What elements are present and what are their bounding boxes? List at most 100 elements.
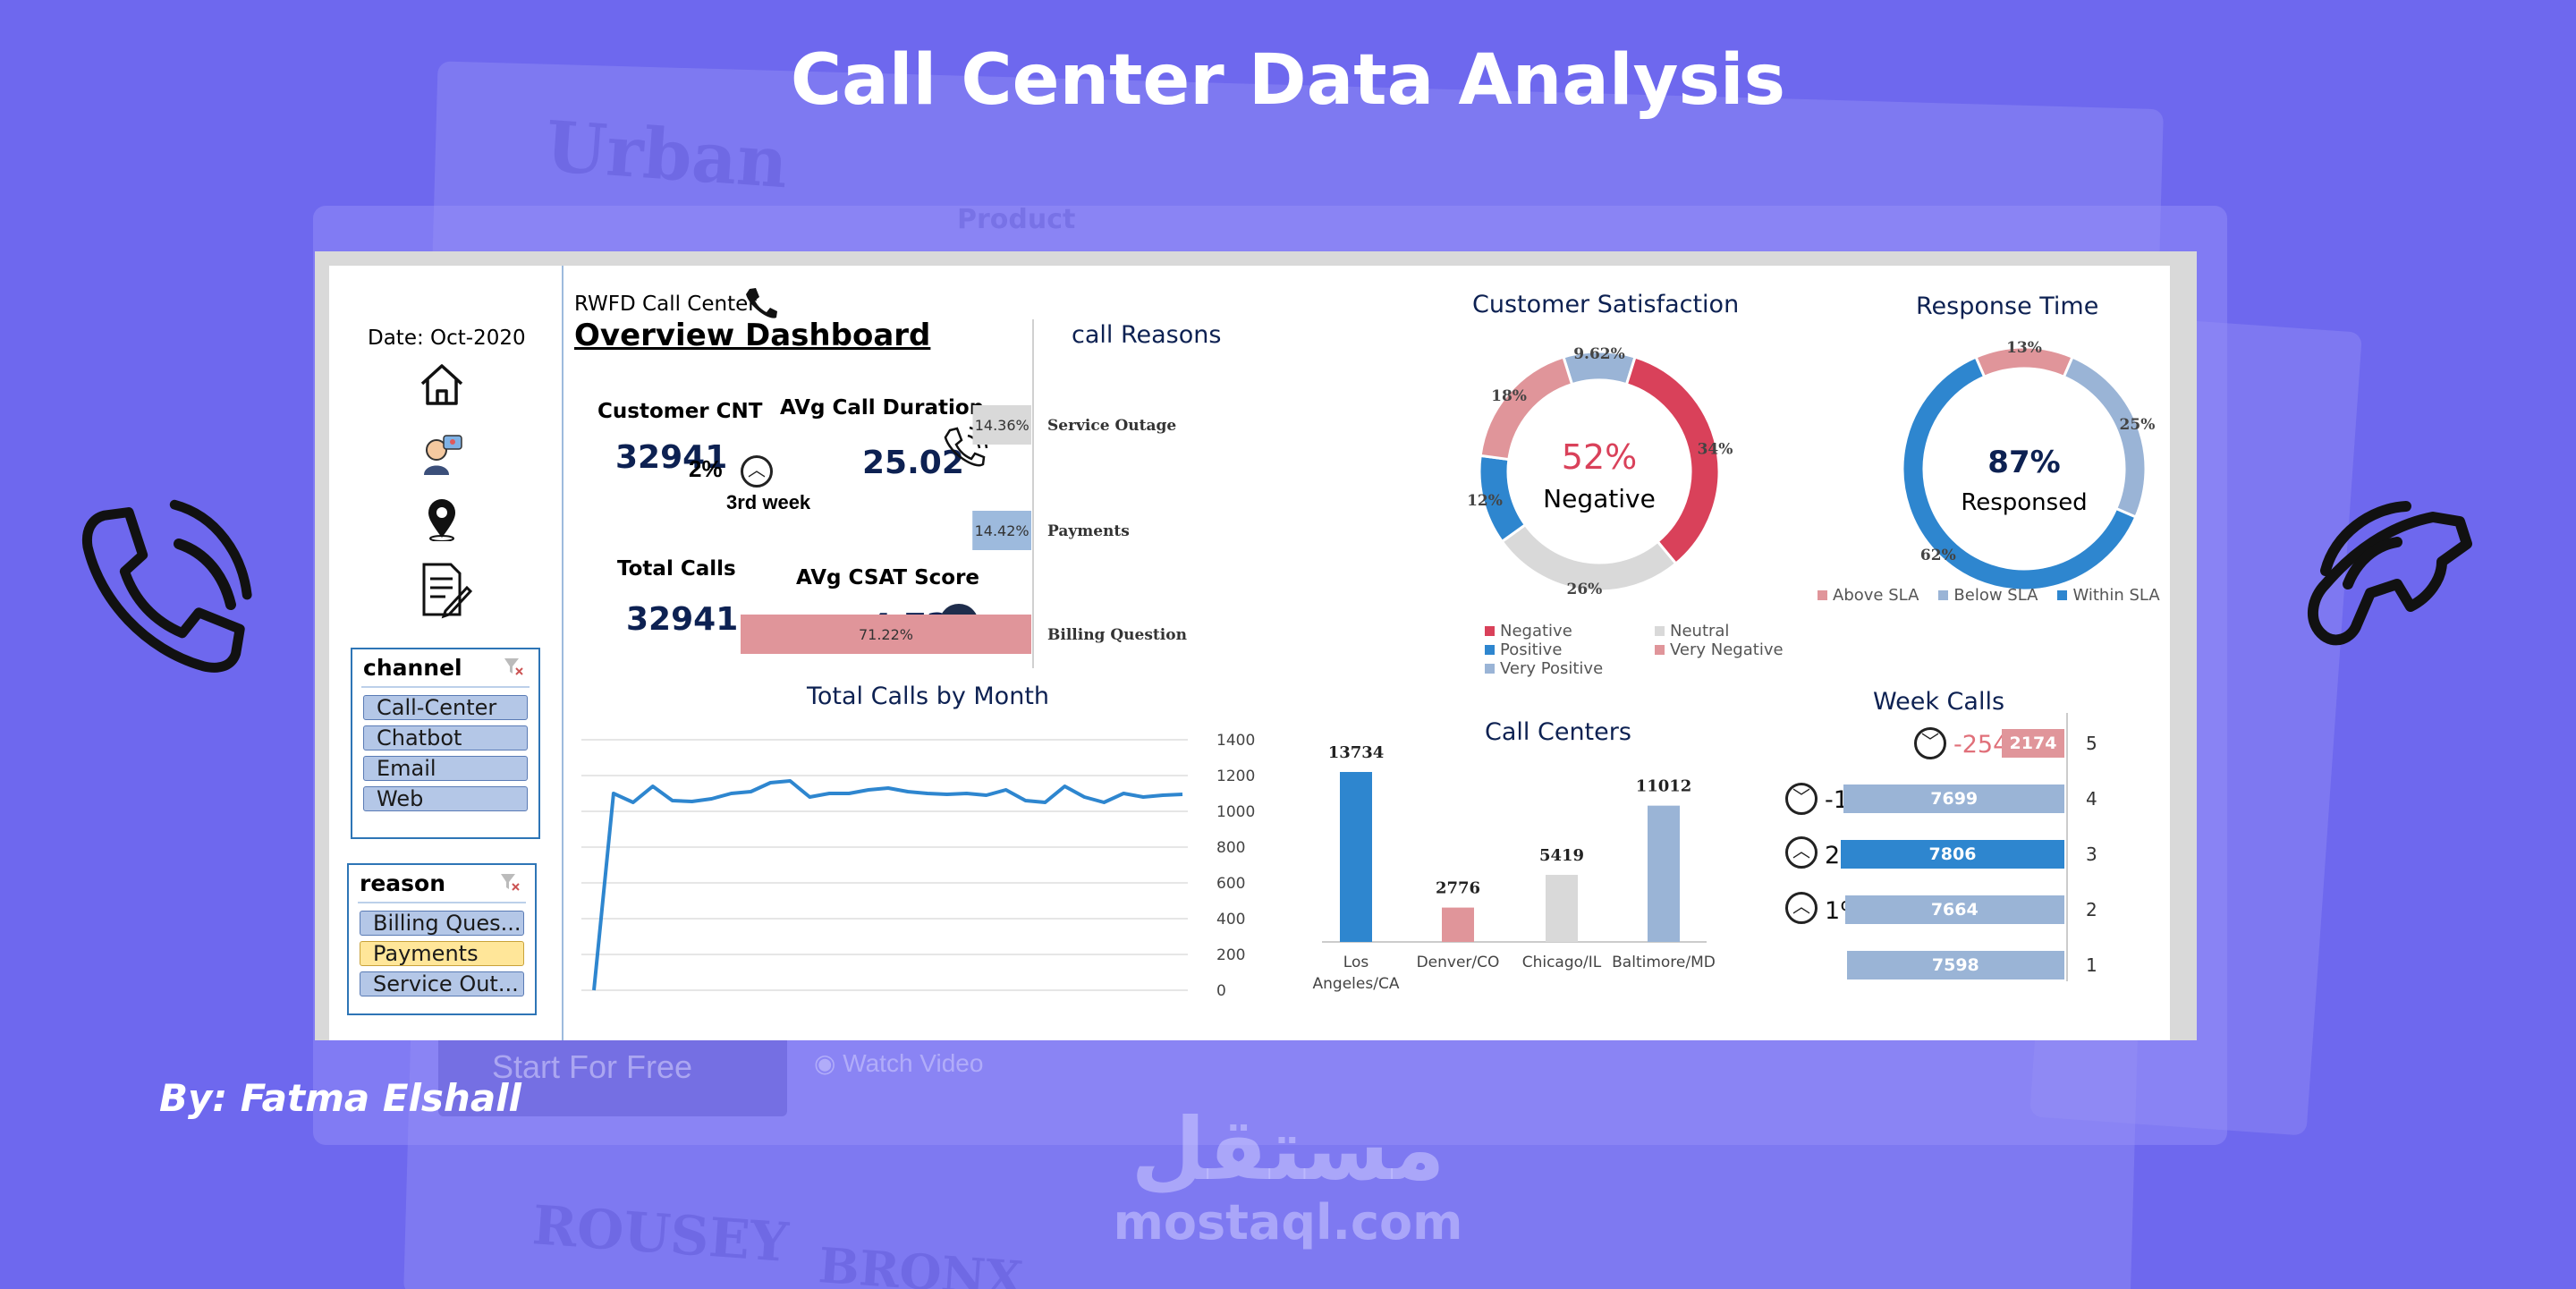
ghost-cta-button: Start For Free [438,1027,787,1116]
dashboard-frame: Date: Oct-2020 channel Call-Center Chatb… [315,251,2197,1040]
reason-slicer[interactable]: reason Billing Ques... Payments Service … [347,863,537,1015]
week-number-label: 4 [2086,788,2097,810]
call-centers-title: Call Centers [1485,718,1631,746]
clear-filter-icon[interactable] [499,872,521,892]
call-centers-chart: 13734 Los Angeles/CA 2776 Denver/CO 5419 Chica… [1313,743,1716,993]
location-pin-icon[interactable] [424,498,460,541]
total-calls-value: 32941 [626,601,739,638]
slicer-item-billing[interactable]: Billing Ques... [360,911,524,936]
donut-slice [1479,355,1574,462]
ghost-product: Product [957,204,1076,235]
call-reasons-chart: 14.36% Service Outage 14.42% Payments 71.22%… [741,319,1187,668]
watermark-arabic: مستقل [1131,1099,1445,1200]
donut-label: 12% [1467,492,1503,510]
reason-bar [972,511,1031,550]
center-value-label: 11012 [1636,777,1692,796]
avg-duration-label: AVg Call Duration [780,396,985,420]
slicer-item-payments[interactable]: Payments [360,941,524,966]
org-name: RWFD Call Center [574,293,757,316]
channel-slicer-title: channel [361,649,530,688]
legend-label: Below SLA [1953,586,2038,605]
satisfaction-center-value: 52% [1561,437,1638,477]
ghost-video-label: Watch Video [843,1049,984,1077]
y-tick-label: 400 [1216,911,1245,929]
agent-icon[interactable] [419,432,465,477]
phone-handset-icon [2307,501,2472,646]
phone-ringing-icon [81,499,252,673]
avg-duration-value: 25.02 [862,445,964,481]
home-icon[interactable] [419,362,465,407]
center-category-label: Angeles/CA [1313,975,1400,993]
center-value-label: 2776 [1436,879,1480,898]
center-bar [1442,907,1474,942]
week-number-label: 2 [2086,899,2097,920]
slicer-item-call-center[interactable]: Call-Center [363,695,528,720]
axis-line [2066,713,2068,981]
week-bar: 7664 [1844,895,2064,924]
reason-bar-label: 14.42% [975,522,1030,539]
slicer-item-email[interactable]: Email [363,756,528,781]
legend-label: Positive [1500,640,1563,659]
response-center-value: 87% [1987,445,2061,480]
y-tick-label: 800 [1216,839,1245,857]
change-value: 2% [689,455,723,482]
arrow-down-icon: ﹀ [1914,727,1946,759]
slicer-item-chatbot[interactable]: Chatbot [363,725,528,751]
week-bar: 7598 [1846,951,2064,979]
y-tick-label: 1200 [1216,767,1255,785]
response-center-label: Responsed [1961,489,2088,516]
reason-category-label: Service Outage [1047,417,1176,435]
donut-label: 18% [1491,387,1527,405]
legend-label: Within SLA [2072,586,2160,605]
customer-satisfaction-title: Customer Satisfaction [1472,291,1740,318]
legend-label: Above SLA [1833,586,1919,605]
legend-label: Very Negative [1670,640,1784,659]
call-reasons-title: call Reasons [1072,321,1222,349]
author-byline: By: Fatma Elshall [159,1076,521,1120]
reason-bar-label: 14.36% [975,417,1030,434]
donut-label: 34% [1698,440,1733,458]
center-category-label: Denver/CO [1417,954,1500,971]
y-tick-label: 1400 [1216,732,1255,750]
y-tick-label: 0 [1216,982,1226,1000]
clear-filter-icon[interactable] [503,657,524,676]
watermark-domain: mostaql.com [1113,1194,1463,1251]
slicer-item-service-outage[interactable]: Service Out... [360,971,524,996]
y-tick-label: 200 [1216,946,1245,964]
arrow-up-icon: ︿ [1785,836,1818,869]
slicer-item-web[interactable]: Web [363,786,528,811]
center-category-label: Chicago/IL [1522,954,1602,971]
reason-bar [972,405,1031,445]
center-value-label: 5419 [1539,846,1584,865]
dashboard-heading: Overview Dashboard [574,318,931,353]
donut-label: 62% [1920,547,1956,564]
channel-slicer[interactable]: channel Call-Center Chatbot Email Web [351,648,540,839]
satisfaction-legend: Negative Neutral Positive Very Negative Ve… [1485,622,1807,678]
donut-label: 9.62% [1573,345,1625,363]
ghost-video-link: ◉ Watch Video [814,1049,984,1077]
series-line [592,779,1183,991]
watermark: مستقل mostaql.com [1100,1105,1476,1251]
week-number-label: 1 [2086,954,2097,976]
report-icon[interactable] [419,561,472,620]
reason-bar [741,615,1031,654]
legend-label: Neutral [1670,622,1730,640]
change-period: 3rd week [726,491,811,513]
customer-cnt-value: 32941 [615,439,728,476]
date-label: Date: Oct-2020 [368,326,526,350]
arrow-up-icon: ︿ [741,455,773,488]
y-tick-label: 600 [1216,875,1245,893]
avg-csat-label: AVg CSAT Score [796,566,980,589]
response-time-donut: 13% 25% 62% [1901,339,2155,592]
week-bar: 7806 [1841,840,2064,869]
week-calls-chart: 2174 5 7699 4 7806 3 7664 2 7598 1 [1841,713,2163,999]
reason-bar-label: 71.22% [859,626,913,643]
week-calls-title: Week Calls [1873,688,2005,716]
nav-divider [562,266,564,1040]
reason-category-label: Billing Question [1047,626,1187,644]
donut-slice [1901,355,2138,592]
week-number-label: 3 [2086,844,2097,865]
monthly-calls-title: Total Calls by Month [807,683,1050,710]
y-tick-label: 1000 [1216,803,1255,821]
ghost-brand: Urban [543,106,791,205]
